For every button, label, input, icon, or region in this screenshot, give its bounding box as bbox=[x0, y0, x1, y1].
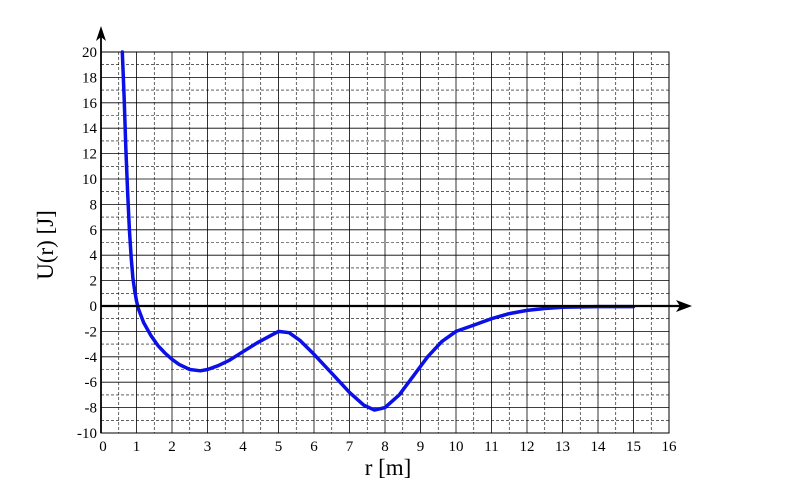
y-tick-label: 16 bbox=[82, 96, 98, 112]
y-tick-label: 4 bbox=[90, 248, 98, 264]
y-tick-label: -10 bbox=[77, 426, 97, 442]
grid bbox=[100, 51, 670, 434]
y-tick-label: 20 bbox=[82, 45, 97, 61]
x-tick-label: 3 bbox=[204, 439, 212, 455]
x-tick-label: 0 bbox=[99, 439, 107, 455]
x-tick-label: 10 bbox=[449, 439, 464, 455]
y-tick-label: 2 bbox=[90, 274, 98, 290]
series-line bbox=[120, 50, 636, 412]
x-tick-label: 16 bbox=[662, 439, 678, 455]
series-curve-group bbox=[120, 50, 636, 412]
y-axis-arrowhead bbox=[96, 26, 106, 41]
y-tick-label: -2 bbox=[85, 324, 98, 340]
x-tick-label: 5 bbox=[275, 439, 283, 455]
x-axis-label: r [m] bbox=[365, 455, 412, 480]
y-axis-label: U(r) [J] bbox=[33, 210, 58, 280]
y-tick-label: 18 bbox=[82, 70, 97, 86]
x-tick-label: 8 bbox=[381, 439, 389, 455]
x-tick-label: 6 bbox=[310, 439, 318, 455]
x-axis-arrowhead bbox=[676, 300, 692, 312]
y-tick-label: -6 bbox=[85, 375, 98, 391]
x-tick-label: 4 bbox=[239, 439, 247, 455]
x-tick-label: 11 bbox=[484, 439, 498, 455]
x-tick-label: 13 bbox=[555, 439, 570, 455]
x-tick-label: 15 bbox=[626, 439, 641, 455]
y-tick-label: 0 bbox=[90, 299, 98, 315]
x-tick-label: 9 bbox=[417, 439, 425, 455]
x-tick-label: 12 bbox=[520, 439, 535, 455]
y-tick-label: 14 bbox=[82, 121, 98, 137]
x-tick-label: 14 bbox=[591, 439, 607, 455]
y-tick-label: -4 bbox=[85, 350, 98, 366]
y-tick-label: 12 bbox=[82, 147, 97, 163]
y-tick-label: 10 bbox=[82, 172, 97, 188]
y-tick-label: 8 bbox=[90, 197, 98, 213]
x-tick-label: 2 bbox=[168, 439, 176, 455]
x-tick-label: 7 bbox=[346, 439, 354, 455]
y-tick-label: -8 bbox=[85, 401, 98, 417]
axes bbox=[96, 26, 692, 433]
x-tick-label: 1 bbox=[133, 439, 141, 455]
y-tick-label: 6 bbox=[90, 223, 98, 239]
